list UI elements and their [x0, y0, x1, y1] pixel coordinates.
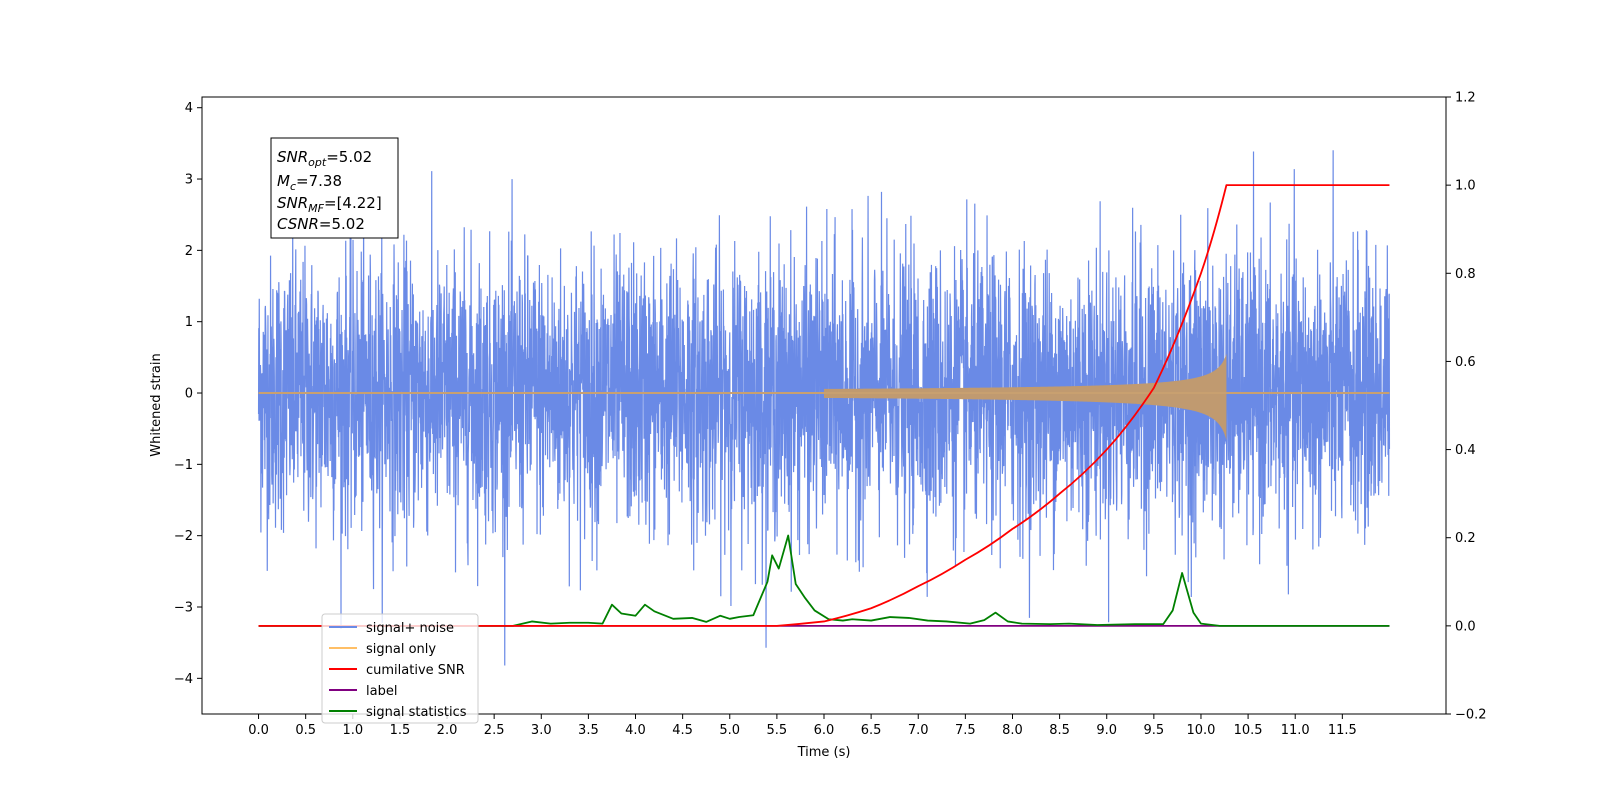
x-axis-label: Time (s)	[797, 745, 851, 760]
legend-label: cumilative SNR	[366, 663, 465, 678]
y-tick-label: −3	[174, 601, 193, 616]
x-tick-label: 0.5	[295, 723, 316, 738]
x-tick-label: 5.0	[719, 723, 740, 738]
y-axis-right: −0.2 0.0 0.2 0.4 0.6 0.8 1.0 1.2	[1446, 91, 1487, 723]
y-tick-label: 2	[185, 244, 193, 259]
x-tick-label: 3.0	[531, 723, 552, 738]
y2-tick-label: 0.4	[1455, 443, 1476, 458]
legend-label: signal only	[366, 642, 436, 657]
y2-tick-label: 0.8	[1455, 267, 1476, 282]
y-tick-label: 3	[185, 173, 193, 188]
y2-tick-label: 1.0	[1455, 179, 1476, 194]
x-tick-label: 6.0	[814, 723, 835, 738]
legend-label: signal+ noise	[366, 621, 454, 636]
legend-frame	[321, 613, 479, 724]
series-signal-only-envelope	[824, 353, 1227, 441]
y2-tick-label: −0.2	[1455, 708, 1487, 723]
x-tick-label: 2.0	[437, 723, 458, 738]
x-tick-label: 10.0	[1186, 723, 1215, 738]
y-tick-label: 0	[185, 387, 193, 402]
y-tick-label: −2	[174, 529, 193, 544]
legend-items: signal+ noise signal only cumilative SNR la…	[329, 621, 467, 720]
x-tick-label: 7.5	[955, 723, 976, 738]
x-tick-label: 6.5	[861, 723, 882, 738]
y-axis-label: Whitened strain	[149, 353, 164, 456]
x-tick-label: 2.5	[484, 723, 505, 738]
x-tick-label: 4.5	[672, 723, 693, 738]
annotation-snr-mf: SNRMF=[4.22]	[277, 194, 382, 215]
x-tick-label: 7.0	[908, 723, 929, 738]
y2-tick-label: 0.2	[1455, 531, 1476, 546]
x-tick-label: 10.5	[1234, 723, 1263, 738]
x-tick-label: 11.0	[1281, 723, 1310, 738]
x-tick-label: 9.5	[1144, 723, 1165, 738]
x-tick-label: 5.5	[767, 723, 788, 738]
legend-label: label	[366, 684, 397, 699]
x-tick-label: 1.5	[390, 723, 411, 738]
series-signal-statistics-line	[258, 534, 1390, 627]
y2-tick-label: 0.0	[1455, 619, 1476, 634]
x-tick-label: 11.5	[1328, 723, 1357, 738]
x-tick-label: 9.0	[1096, 723, 1117, 738]
y2-tick-label: 1.2	[1455, 91, 1476, 106]
x-tick-label: 8.0	[1002, 723, 1023, 738]
series-signal-noise-line	[257, 150, 1391, 666]
x-tick-label: 1.0	[342, 723, 363, 738]
annotation-chirp-mass: Mc=7.38	[277, 172, 342, 193]
y-tick-label: 4	[185, 101, 193, 116]
y-tick-label: 1	[185, 315, 193, 330]
series-cumulative-snr-line	[258, 184, 1390, 627]
x-axis: 0.0 0.5 1.0 1.5 2.0 2.5 3.0 3.5 4.0 4.5 5.0 5.5 6.0 6…	[248, 714, 1357, 738]
legend: signal+ noise signal only cumilative SNR la…	[321, 613, 479, 724]
x-tick-label: 0.0	[248, 723, 269, 738]
annotation-box: SNRopt=5.02 Mc=7.38 SNRMF=[4.22] CSNR=5.…	[270, 137, 399, 239]
y-tick-label: −4	[174, 672, 193, 687]
x-tick-label: 3.5	[578, 723, 599, 738]
y-tick-label: −1	[174, 458, 193, 473]
y-axis-left: −4 −3 −2 −1 0 1 2 3 4	[174, 101, 202, 687]
annotation-snr-opt: SNRopt=5.02	[277, 148, 372, 169]
legend-label: signal statistics	[366, 705, 467, 720]
y2-tick-label: 0.6	[1455, 355, 1476, 370]
x-tick-label: 8.5	[1049, 723, 1070, 738]
x-tick-label: 4.0	[625, 723, 646, 738]
annotation-csnr: CSNR=5.02	[277, 215, 365, 233]
